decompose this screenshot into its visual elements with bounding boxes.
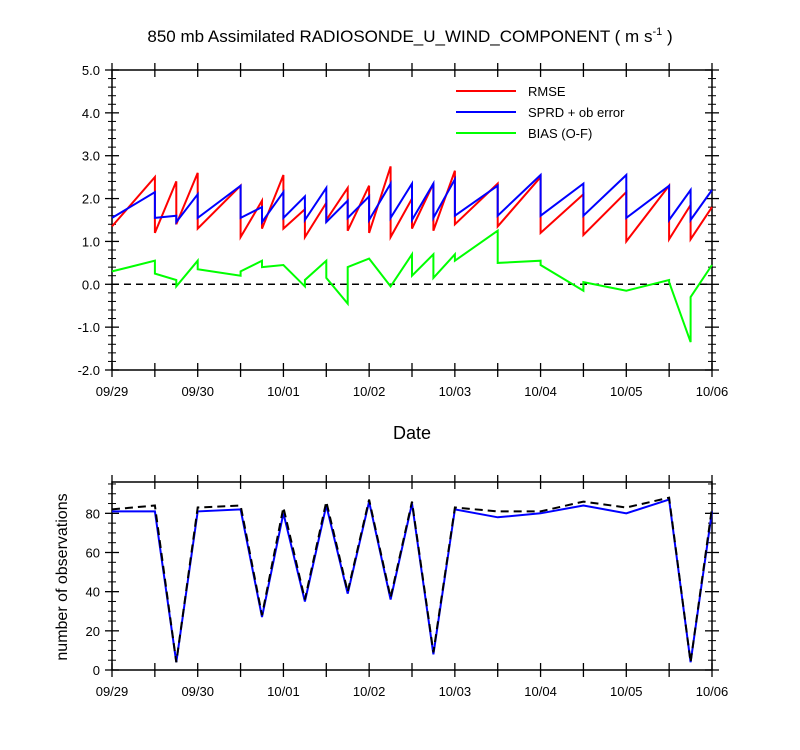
bottom-chart: 09/29 09/30 10/01 10/02 10/03 10/04 10/05 10/06… xyxy=(86,475,729,699)
y-tick-label: 80 xyxy=(86,506,100,521)
series-line-assimilated xyxy=(112,498,713,663)
chart-title-main: 850 mb Assimilated RADIOSONDE_U_WIND_COM… xyxy=(147,27,652,46)
series-line-sprd-ob-error xyxy=(111,172,713,226)
chart-title-end: ) xyxy=(662,27,672,46)
chart-title-sup: -1 xyxy=(652,26,662,38)
x-tick-label: 10/04 xyxy=(524,384,557,399)
chart-title: 850 mb Assimilated RADIOSONDE_U_WIND_COM… xyxy=(147,26,672,46)
legend-label: RMSE xyxy=(528,84,566,99)
x-tick-label: 09/29 xyxy=(96,684,129,699)
x-tick-label: 10/06 xyxy=(696,684,729,699)
y-tick-label: 4.0 xyxy=(82,106,100,121)
x-tick-label: 10/03 xyxy=(439,684,472,699)
y-tick-label: 2.0 xyxy=(82,192,100,207)
y-tick-label: 5.0 xyxy=(82,63,100,78)
top-chart: 09/29 09/30 10/01 10/02 10/03 10/04 10/05 10/06… xyxy=(78,63,729,399)
x-tick-label: 10/04 xyxy=(524,684,557,699)
x-tick-label: 09/30 xyxy=(181,684,214,699)
x-tick-label: 10/02 xyxy=(353,684,386,699)
x-tick-label: 10/03 xyxy=(439,384,472,399)
legend-label: SPRD + ob error xyxy=(528,105,625,120)
y-tick-label: 0.0 xyxy=(82,277,100,292)
series-line-rmse xyxy=(111,166,713,245)
x-tick-label: 10/02 xyxy=(353,384,386,399)
bottom-y-axis-label: number of observations xyxy=(54,493,71,660)
series-line-bias-o-f xyxy=(111,228,713,343)
y-tick-label: -1.0 xyxy=(78,320,100,335)
x-tick-label: 09/30 xyxy=(181,384,214,399)
y-tick-label: 40 xyxy=(86,585,100,600)
x-tick-label: 10/05 xyxy=(610,684,643,699)
y-tick-label: 0 xyxy=(93,663,100,678)
x-tick-label: 10/01 xyxy=(267,684,300,699)
y-tick-label: 3.0 xyxy=(82,149,100,164)
series-line-total xyxy=(111,496,713,663)
y-tick-label: -2.0 xyxy=(78,363,100,378)
y-tick-label: 1.0 xyxy=(82,234,100,249)
x-tick-label: 10/01 xyxy=(267,384,300,399)
legend-label: BIAS (O-F) xyxy=(528,126,592,141)
y-tick-label: 20 xyxy=(86,624,100,639)
x-tick-label: 10/05 xyxy=(610,384,643,399)
x-tick-label: 10/06 xyxy=(696,384,729,399)
y-tick-label: 60 xyxy=(86,546,100,561)
top-x-axis-label: Date xyxy=(393,423,431,443)
x-tick-label: 09/29 xyxy=(96,384,129,399)
